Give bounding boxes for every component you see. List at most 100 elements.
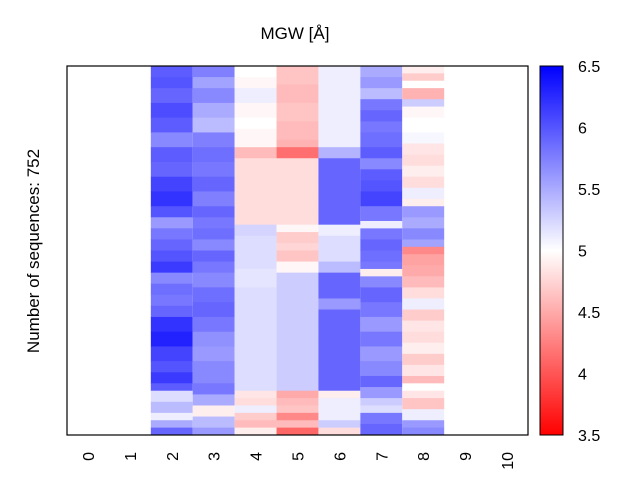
heatmap-cell <box>276 390 319 399</box>
heatmap-cell <box>150 217 193 229</box>
heatmap-cell <box>360 412 403 425</box>
heatmap-cell <box>402 88 445 100</box>
heatmap-cell <box>402 80 445 89</box>
heatmap-cell <box>192 394 235 406</box>
heatmap-cell <box>318 309 361 325</box>
heatmap-cell <box>360 423 403 436</box>
heatmap-cell <box>192 117 235 133</box>
heatmap-cell <box>150 361 193 373</box>
heatmap-cell <box>234 66 277 78</box>
heatmap-cell <box>150 88 193 104</box>
heatmap-cell <box>150 261 193 274</box>
heatmap-cell <box>150 66 193 78</box>
heatmap-cell <box>192 250 235 263</box>
heatmap-cell <box>276 243 319 251</box>
heatmap-cells <box>150 66 445 436</box>
heatmap-cell <box>360 287 403 303</box>
heatmap-cell <box>318 261 361 274</box>
heatmap-cell <box>360 346 403 362</box>
heatmap-cell <box>234 305 277 325</box>
heatmap-cell <box>276 224 319 233</box>
heatmap-cell <box>276 272 319 288</box>
heatmap-cell <box>360 132 403 148</box>
heatmap-cell <box>360 405 403 414</box>
heatmap-cell <box>318 224 361 237</box>
heatmap-cell <box>234 213 277 226</box>
heatmap-cell <box>276 412 319 421</box>
heatmap-cell <box>360 361 403 377</box>
heatmap-cell <box>318 298 361 311</box>
heatmap-cell <box>276 195 319 215</box>
heatmap-cell <box>402 342 445 355</box>
heatmap-cell <box>360 180 403 192</box>
heatmap-cell <box>150 161 193 178</box>
heatmap-cell <box>234 139 277 148</box>
heatmap-cell <box>318 121 361 141</box>
heatmap-cell <box>150 176 193 192</box>
heatmap-cell <box>402 309 445 322</box>
heatmap-cell <box>192 102 235 119</box>
heatmap-cell <box>318 250 361 263</box>
heatmap-cell <box>402 353 445 366</box>
x-tick-label: 7 <box>374 452 391 461</box>
heatmap-cell <box>150 250 193 263</box>
heatmap-cell <box>318 158 361 178</box>
heatmap-cell <box>318 139 361 148</box>
heatmap-cell <box>360 191 403 207</box>
heatmap-cell <box>402 132 445 144</box>
heatmap-cell <box>402 198 445 207</box>
x-tick-label: 2 <box>165 452 182 461</box>
heatmap-cell <box>192 346 235 362</box>
heatmap-cell <box>276 398 319 406</box>
heatmap-cell <box>276 379 319 392</box>
heatmap-cell <box>360 77 403 89</box>
heatmap-cell <box>402 165 445 178</box>
heatmap-cell <box>402 427 445 436</box>
heatmap-cell <box>276 305 319 325</box>
heatmap-cell <box>150 272 193 285</box>
heatmap-cell <box>234 405 277 414</box>
heatmap-cell <box>402 73 445 82</box>
heatmap-cell <box>234 117 277 130</box>
heatmap-cell <box>276 176 319 196</box>
heatmap-cell <box>234 147 277 159</box>
heatmap-cell <box>360 121 403 133</box>
heatmap-cell <box>234 342 277 362</box>
heatmap-cell <box>234 379 277 392</box>
heatmap-cell <box>150 346 193 362</box>
heatmap-cell <box>192 228 235 240</box>
heatmap-cell <box>318 235 361 251</box>
heatmap-cell <box>360 261 403 270</box>
heatmap-cell <box>360 220 403 229</box>
heatmap-cell <box>402 66 445 74</box>
heatmap-cell <box>402 409 445 421</box>
heatmap-cell <box>402 117 445 133</box>
heatmap-cell <box>192 239 235 251</box>
heatmap-cell <box>192 427 235 436</box>
heatmap-cell <box>402 398 445 410</box>
heatmap-cell <box>360 239 403 251</box>
heatmap-cell <box>360 110 403 122</box>
heatmap-cell <box>150 77 193 89</box>
heatmap-cell <box>402 364 445 377</box>
x-tick-label: 4 <box>249 452 266 461</box>
heatmap-cell <box>192 331 235 347</box>
heatmap-cell <box>192 405 235 418</box>
heatmap-cell <box>192 132 235 148</box>
heatmap-cell <box>402 298 445 311</box>
heatmap-cell <box>234 268 277 288</box>
heatmap-cell <box>360 387 403 399</box>
heatmap-cell <box>402 276 445 288</box>
heatmap-cell <box>360 250 403 263</box>
heatmap-cell <box>150 191 193 207</box>
heatmap-cell <box>318 398 361 410</box>
colorbar-tick-label: 6.5 <box>578 59 600 76</box>
heatmap-cell <box>234 224 277 237</box>
heatmap-cell <box>150 420 193 429</box>
heatmap-cell <box>192 88 235 104</box>
heatmap-cell <box>150 372 193 384</box>
heatmap-cell <box>192 161 235 178</box>
heatmap-cell <box>192 287 235 303</box>
heatmap-cell <box>234 128 277 141</box>
x-tick-label: 3 <box>207 452 224 461</box>
